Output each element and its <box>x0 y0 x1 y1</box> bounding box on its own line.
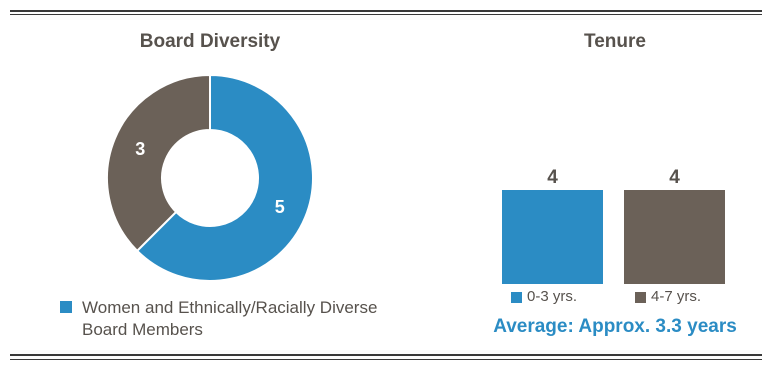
donut-legend-swatch <box>60 301 72 313</box>
donut-slice-1 <box>106 73 211 253</box>
donut-slice-label: 5 <box>275 197 285 217</box>
bar-value-label: 4 <box>547 167 558 188</box>
bar-legend-label: 0-3 yrs. <box>527 288 578 305</box>
bar-value-label: 4 <box>669 167 680 188</box>
bottom-rule-thin <box>10 359 762 360</box>
bottom-rule <box>10 354 762 356</box>
donut-slice-label: 3 <box>135 139 145 159</box>
donut-slice-0 <box>135 73 314 282</box>
bar-legend-swatch <box>511 292 522 303</box>
bar-4-7-yrs- <box>624 190 725 284</box>
donut-legend-label: Women and Ethnically/Racially Diverse Bo… <box>82 298 378 339</box>
average-tenure-note: Average: Approx. 3.3 years <box>493 316 737 337</box>
top-rule-thin <box>10 14 762 15</box>
donut-chart-title: Board Diversity <box>139 31 281 52</box>
bar-legend-swatch <box>635 292 646 303</box>
bar-0-3-yrs- <box>502 190 603 284</box>
bar-legend-label: 4-7 yrs. <box>651 288 702 305</box>
bar-chart-title: Tenure <box>584 31 646 52</box>
top-rule <box>10 10 762 12</box>
